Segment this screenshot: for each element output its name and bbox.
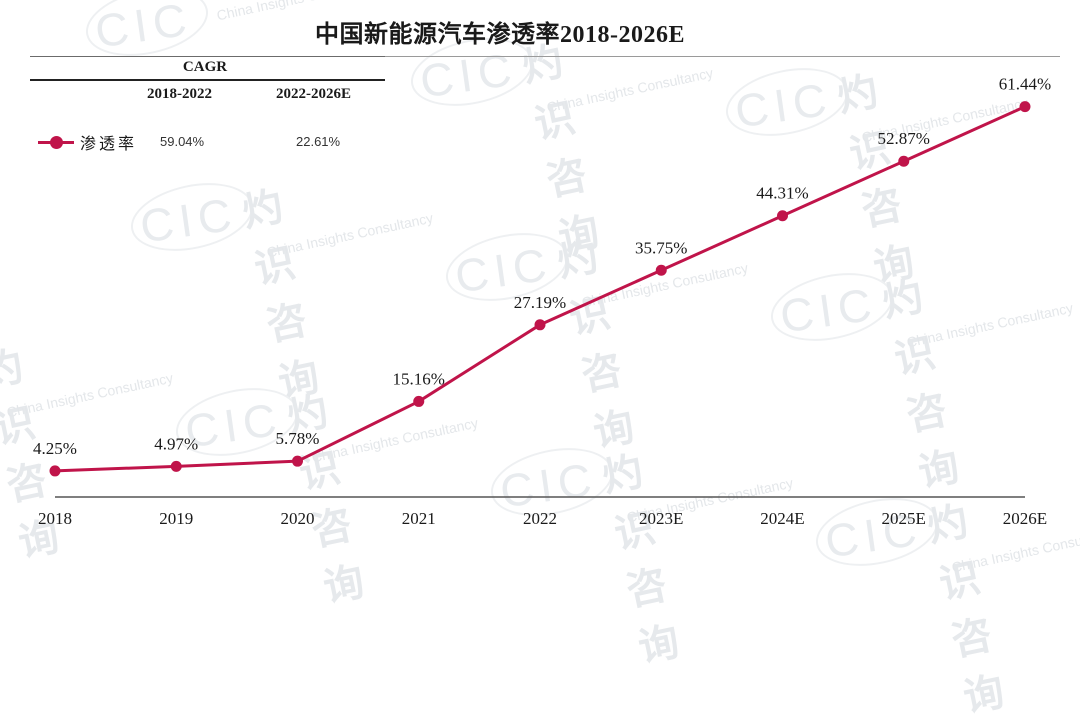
- legend-label: 渗透率: [80, 134, 138, 153]
- x-tick-label: 2026E: [1003, 509, 1047, 528]
- title-divider: [30, 56, 1060, 57]
- data-point-marker-icon: [1019, 101, 1031, 113]
- data-label: 27.19%: [514, 293, 566, 312]
- data-label: 4.25%: [33, 439, 77, 458]
- data-label: 61.44%: [999, 75, 1051, 94]
- data-label: 4.97%: [154, 434, 198, 453]
- x-tick-label: 2020: [281, 509, 315, 528]
- cagr-value-2018-2022: 59.04%: [160, 134, 205, 149]
- x-tick-label: 2018: [38, 509, 72, 528]
- data-point-marker-icon: [49, 465, 61, 477]
- x-tick-label: 2021: [402, 509, 436, 528]
- data-point-marker-icon: [777, 210, 788, 222]
- cagr-value-2022-2026e: 22.61%: [296, 134, 341, 149]
- data-point-marker-icon: [898, 155, 910, 167]
- cagr-table-top-border: [30, 56, 385, 57]
- data-label: 35.75%: [635, 238, 687, 257]
- data-label: 44.31%: [756, 184, 808, 203]
- chart-title: 中国新能源汽车渗透率2018-2026E: [315, 22, 685, 48]
- x-tick-label: 2024E: [760, 509, 804, 528]
- series-line: [54, 105, 1026, 473]
- cagr-column-1: 2018-2022: [147, 86, 212, 102]
- data-label: 5.78%: [276, 429, 320, 448]
- cagr-header: CAGR: [182, 59, 228, 75]
- legend-dot-icon: [50, 135, 63, 149]
- data-point-marker-icon: [170, 460, 182, 472]
- data-label: 15.16%: [393, 369, 445, 388]
- data-point-marker-icon: [292, 455, 303, 467]
- data-point-marker-icon: [655, 264, 667, 276]
- data-point-marker-icon: [413, 395, 425, 407]
- x-tick-label: 2022: [523, 509, 557, 528]
- data-point-marker-icon: [534, 319, 546, 331]
- cagr-column-2: 2022-2026E: [276, 86, 351, 102]
- x-tick-label: 2019: [159, 509, 193, 528]
- legend-item: 渗透率: [38, 130, 137, 154]
- line-chart: 4.25% 4.97% 5.78% 15.16% 27.19% 35.75% 44.31% 5…: [33, 75, 1051, 528]
- x-tick-label: 2023E: [639, 509, 683, 528]
- x-tick-label: 2025E: [882, 509, 926, 528]
- data-label: 52.87%: [878, 129, 930, 148]
- cagr-header-divider: [30, 79, 385, 81]
- legend-line-marker-icon: [38, 135, 74, 149]
